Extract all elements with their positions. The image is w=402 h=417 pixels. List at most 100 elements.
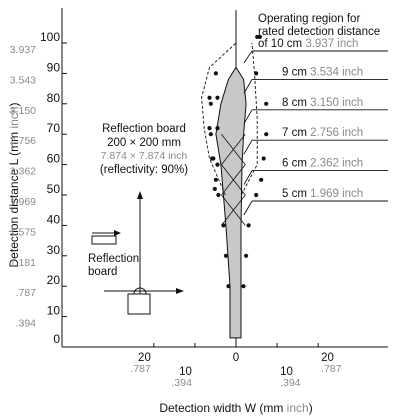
y-tick-label-inch: 1.575 bbox=[10, 226, 36, 238]
y-tick-label-inch: 2.362 bbox=[10, 166, 36, 178]
inset-diagram: Reflection board bbox=[88, 191, 184, 315]
y-tick-label-inch: 1.969 bbox=[10, 196, 36, 208]
series-leader bbox=[243, 200, 253, 216]
boundary-point bbox=[215, 126, 220, 131]
dashed-right-boundary bbox=[240, 42, 258, 196]
x-axis-title-unit: inch bbox=[287, 401, 309, 415]
inset-board bbox=[91, 235, 117, 245]
x-axis-title-mm: Detection width W (mm bbox=[159, 401, 286, 415]
y-tick-label-zero: 0 bbox=[53, 332, 60, 346]
data-point bbox=[246, 223, 251, 228]
data-point bbox=[261, 156, 266, 161]
series-label-inch: 3.150 inch bbox=[310, 97, 363, 109]
series-label-mm: 7 cm bbox=[282, 127, 310, 139]
y-tick-label-inch: 3.150 bbox=[10, 105, 36, 117]
inset-board-arrow-head bbox=[114, 230, 121, 236]
x-tick-label: 10 bbox=[280, 366, 293, 378]
y-axis-title: Detection distance L (mm inch) bbox=[7, 103, 21, 268]
series-label-mm: 6 cm bbox=[282, 158, 310, 170]
series-leader bbox=[243, 50, 253, 64]
data-point bbox=[241, 284, 246, 289]
inset-sensor bbox=[127, 293, 151, 315]
inset-arrow-up-head bbox=[137, 191, 143, 199]
y-tick-label-inch: .787 bbox=[16, 287, 37, 299]
data-point bbox=[259, 177, 264, 182]
series-label-inch: 3.534 inch bbox=[310, 66, 363, 78]
annotation-line3: 7.874 × 7.874 inch bbox=[101, 150, 188, 162]
y-axis-title-unit: inch bbox=[7, 107, 21, 129]
series-label: 9 cm 3.534 inch bbox=[282, 66, 363, 78]
y-tick-label: 90 bbox=[47, 60, 61, 74]
y-tick-label-inch: 3.937 bbox=[10, 44, 36, 56]
x-tick-label-inch: .787 bbox=[321, 363, 342, 375]
y-tick-label-inch: .394 bbox=[16, 318, 37, 330]
series-label-inch: 2.362 inch bbox=[310, 158, 363, 170]
x-axis-title: Detection width W (mm inch) bbox=[159, 401, 312, 415]
series-leader bbox=[243, 79, 253, 94]
x-tick-label: 20 bbox=[321, 352, 334, 364]
annotation-line2: 200 × 200 mm bbox=[107, 137, 181, 149]
series-leader bbox=[243, 170, 253, 185]
boundary-point bbox=[207, 95, 212, 100]
series-label-mm: 8 cm bbox=[282, 97, 310, 109]
y-tick-label-inch: 2.756 bbox=[10, 135, 36, 147]
data-point bbox=[208, 101, 213, 106]
y-tick-label: 10 bbox=[47, 304, 61, 318]
inset-lens bbox=[133, 287, 147, 295]
dashed-boundaries bbox=[201, 34, 262, 196]
region-hatch bbox=[221, 133, 246, 226]
y-tick-label: 50 bbox=[47, 182, 61, 196]
y-tick-label: 70 bbox=[47, 121, 61, 135]
y-axis-title-mm: Detection distance L (mm bbox=[7, 129, 21, 268]
boundary-point bbox=[210, 156, 215, 161]
series-label-mm: 9 cm bbox=[282, 66, 310, 78]
series-label: 6 cm 2.362 inch bbox=[282, 158, 363, 170]
inset-label-line2: board bbox=[88, 266, 117, 278]
data-point bbox=[223, 253, 229, 258]
x-tick-label-inch: .394 bbox=[171, 377, 192, 389]
series-label-mm: 5 cm bbox=[282, 188, 310, 200]
data-point bbox=[254, 192, 259, 198]
y-tick-label: 80 bbox=[47, 91, 61, 105]
series-label-inch: 1.969 inch bbox=[310, 188, 363, 200]
data-point bbox=[264, 101, 269, 106]
y-tick-label: 30 bbox=[47, 243, 61, 257]
series-label: 5 cm 1.969 inch bbox=[282, 188, 363, 200]
annotation-line1: Reflection board bbox=[102, 123, 186, 135]
series-leader bbox=[243, 109, 253, 125]
annotation-line4: (reflectivity: 90%) bbox=[100, 164, 188, 176]
series-label-mm: 10 cm bbox=[271, 38, 306, 50]
data-point bbox=[243, 253, 249, 258]
boundary-point bbox=[212, 186, 217, 192]
data-points bbox=[208, 71, 269, 289]
x-tick-label-inch: .394 bbox=[280, 377, 301, 389]
series-label-inch: 3.937 inch bbox=[305, 38, 358, 50]
inset-arrow-right-head bbox=[176, 288, 184, 294]
region-hatch-line bbox=[221, 164, 246, 196]
data-point bbox=[254, 71, 259, 76]
dashed-left-boundary bbox=[201, 42, 237, 196]
y-tick-label-inch: 3.543 bbox=[10, 74, 36, 86]
y-tick-label: 60 bbox=[47, 152, 61, 166]
boundary-point bbox=[215, 95, 220, 100]
data-point bbox=[213, 177, 218, 182]
series-label-inch: 2.756 inch bbox=[310, 127, 363, 139]
x-tick-label: 10 bbox=[179, 366, 192, 378]
data-point bbox=[216, 192, 221, 198]
x-tick-label: 0 bbox=[233, 352, 239, 364]
x-axis-title-suffix: ) bbox=[309, 401, 313, 415]
data-point bbox=[221, 223, 226, 228]
region-label-line1: Operating region for bbox=[258, 13, 360, 25]
y-ticks: 10 .394 20 .787 30 1.181 40 1.575 50 1.969 60 2.362… bbox=[10, 30, 67, 346]
series-leader bbox=[243, 139, 253, 155]
y-tick-label: 40 bbox=[47, 212, 61, 226]
inset-label-line1: Reflection bbox=[88, 253, 139, 265]
region-hatch-line bbox=[221, 194, 246, 226]
series-label-prefix: of bbox=[258, 38, 271, 50]
x-tick-label-inch: .787 bbox=[130, 363, 151, 375]
detection-region bbox=[215, 66, 247, 339]
boundary-point bbox=[207, 126, 212, 131]
series-labels: of 10 cm 3.937 inch 9 cm 3.534 inch 8 cm 3… bbox=[243, 38, 388, 216]
